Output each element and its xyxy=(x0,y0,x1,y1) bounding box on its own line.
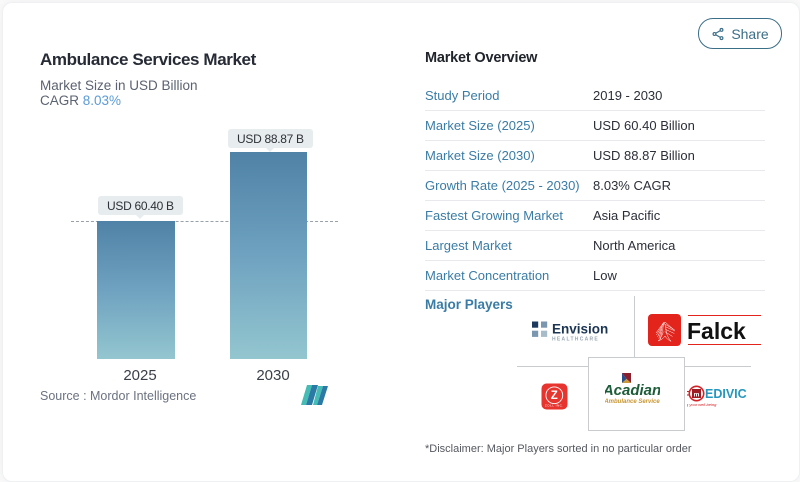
svg-text:EDIVIC: EDIVIC xyxy=(705,387,747,401)
svg-text:HEALTHCARE: HEALTHCARE xyxy=(552,337,599,342)
svg-text:m: m xyxy=(694,392,700,399)
svg-text:saving your well-being: saving your well-being xyxy=(687,402,717,407)
svg-text:ZOLL INC.: ZOLL INC. xyxy=(545,404,564,408)
svg-text:Ambulance Service: Ambulance Service xyxy=(605,399,660,405)
svg-text:Falck: Falck xyxy=(687,318,746,344)
svg-text:Envision: Envision xyxy=(552,321,608,336)
svg-text:Acadian: Acadian xyxy=(605,382,660,399)
svg-text:Z: Z xyxy=(551,390,558,402)
